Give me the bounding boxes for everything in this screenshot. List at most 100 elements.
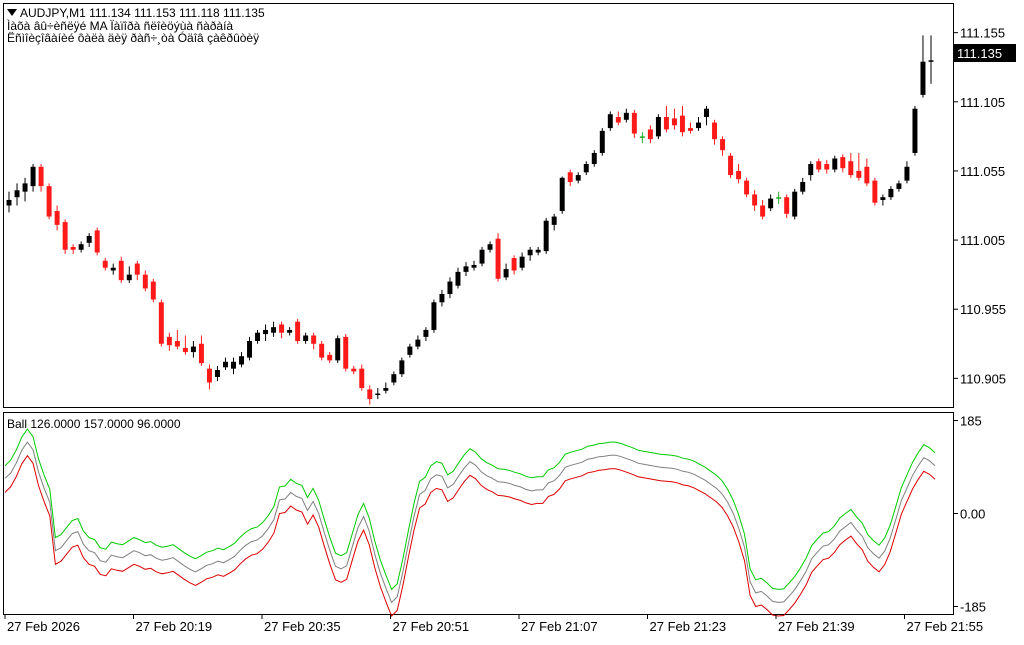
candle-body xyxy=(206,368,212,383)
candle-body xyxy=(38,166,44,187)
time-tick-label: 27 Feb 20:35 xyxy=(264,619,341,634)
time-tick-label: 27 Feb 21:07 xyxy=(521,619,598,634)
candle-body xyxy=(190,346,196,353)
candle xyxy=(519,252,525,271)
candle-body xyxy=(78,244,84,250)
time-tick-label: 27 Feb 21:23 xyxy=(650,619,727,634)
candle-body xyxy=(639,136,645,138)
candle xyxy=(559,176,565,214)
candle-body xyxy=(134,263,140,275)
candle xyxy=(720,136,726,156)
candle xyxy=(198,335,204,366)
candle xyxy=(663,105,669,133)
candle xyxy=(696,117,701,131)
candle-body xyxy=(583,164,589,173)
candle-body xyxy=(431,302,437,330)
time-tick-label: 27 Feb 20:19 xyxy=(136,619,213,634)
candle xyxy=(134,260,140,281)
candle xyxy=(423,327,429,342)
candle xyxy=(840,154,846,173)
candle-body xyxy=(14,190,20,198)
middle-band-line xyxy=(4,441,936,604)
candle xyxy=(872,177,878,206)
candle-body xyxy=(303,335,309,342)
candle xyxy=(856,152,862,181)
candle xyxy=(527,246,533,261)
candle xyxy=(22,177,28,202)
candle-body xyxy=(439,293,445,303)
candle xyxy=(744,177,750,198)
candle-body xyxy=(768,198,774,209)
candle-body xyxy=(351,368,357,372)
candle-body xyxy=(912,108,918,153)
candle-body xyxy=(896,183,902,189)
candle-body xyxy=(832,158,838,170)
candle-body xyxy=(295,321,301,342)
candle xyxy=(311,332,317,350)
candle-body xyxy=(615,117,621,123)
candle xyxy=(255,329,261,344)
candle xyxy=(110,263,116,275)
candle xyxy=(808,161,814,181)
candle xyxy=(247,336,253,361)
candle-body xyxy=(880,197,886,200)
candle xyxy=(407,343,413,358)
candle xyxy=(816,158,822,173)
candle-body xyxy=(503,269,509,278)
candle-body xyxy=(792,191,798,217)
candle-body xyxy=(527,249,533,256)
candle xyxy=(599,128,605,156)
candle xyxy=(335,335,341,364)
candle xyxy=(415,335,421,350)
candle xyxy=(367,385,373,405)
candle xyxy=(94,227,100,256)
candle xyxy=(904,161,910,184)
candle-body xyxy=(728,155,734,176)
candle xyxy=(768,194,774,212)
candle-body xyxy=(511,258,517,271)
indicator-info-2: Ëñìîèçîâàíèé ôàëà äèÿ ðàñ÷¸òà Óäîâ çàêðû… xyxy=(7,31,260,45)
time-axis: 27 Feb 2026 27 Feb 20:19 27 Feb 20:35 27 Fe… xyxy=(4,614,983,634)
candle xyxy=(920,35,926,98)
candle xyxy=(928,35,934,84)
candle-body xyxy=(487,244,493,250)
candle-body xyxy=(166,336,172,346)
candle-body xyxy=(655,117,661,137)
candle-body xyxy=(551,216,557,225)
candle xyxy=(607,111,613,131)
bands-group xyxy=(4,428,936,617)
candle-body xyxy=(704,108,709,118)
candle-body xyxy=(591,152,597,165)
candle-body xyxy=(687,128,693,131)
candle-body xyxy=(383,388,389,391)
time-tick-label: 27 Feb 20:51 xyxy=(393,619,470,634)
candle-body xyxy=(712,122,718,140)
candle xyxy=(848,152,854,178)
candle xyxy=(880,194,886,206)
candle xyxy=(912,105,918,156)
candle-body xyxy=(816,161,822,170)
candle-body xyxy=(631,112,637,134)
indicator-tick-label: 185 xyxy=(960,414,982,429)
candle xyxy=(166,332,172,351)
candle-body xyxy=(800,181,806,192)
candle xyxy=(543,217,549,254)
candle-body xyxy=(54,211,60,225)
candle-body xyxy=(327,354,333,361)
candle-body xyxy=(599,130,605,153)
candle-body xyxy=(367,389,373,400)
collapse-triangle-icon[interactable] xyxy=(7,9,17,17)
candle xyxy=(78,241,84,253)
candle xyxy=(503,263,509,281)
candle-body xyxy=(543,220,549,252)
candle-body xyxy=(736,170,742,180)
candle xyxy=(687,122,693,134)
candle-body xyxy=(407,346,413,355)
candle xyxy=(784,194,790,218)
candle xyxy=(279,321,285,339)
candle xyxy=(736,164,742,184)
candle xyxy=(62,219,68,254)
candle-body xyxy=(86,235,92,243)
candle xyxy=(776,191,782,205)
